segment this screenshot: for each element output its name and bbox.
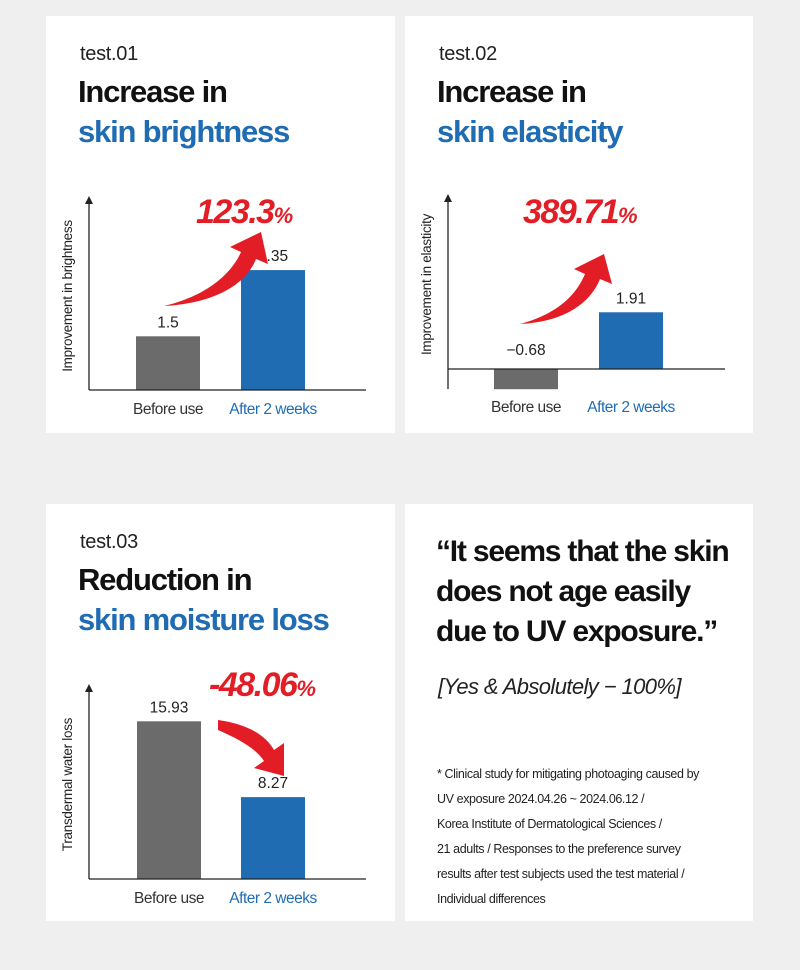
testimonial-quote: “It seems that the skin does not age eas… [436, 532, 746, 652]
bar [137, 721, 201, 879]
decrease-arrow-icon [218, 720, 284, 776]
card-title-line2: skin moisture loss [78, 602, 330, 637]
bar-value-label: 1.5 [157, 314, 179, 331]
bar [136, 336, 200, 390]
quote-line: “It seems that the skin [436, 535, 730, 568]
quote-line: does not age easily [436, 575, 691, 608]
test-02-card: test.02 Increase in skin elasticity Impr… [405, 16, 753, 433]
footnote-line: UV exposure 2024.04.26 ~ 2024.06.12 / [437, 792, 645, 806]
bar-value-label: 15.93 [150, 699, 189, 716]
card-title-line2: skin elasticity [437, 114, 624, 149]
change-percent: 389.71% [523, 193, 637, 231]
change-percent: 123.3% [196, 193, 293, 231]
increase-arrow-icon [520, 254, 612, 324]
test-tag: test.03 [80, 531, 138, 553]
y-axis-label: Improvement in brightness [60, 220, 75, 372]
footnote-line: * Clinical study for mitigating photoagi… [437, 767, 700, 781]
quote-card: “It seems that the skin does not age eas… [405, 504, 753, 921]
footnote-line: Individual differences [437, 892, 546, 906]
y-axis-arrowhead [444, 194, 452, 202]
y-axis-label: Improvement in elasticity [419, 213, 434, 355]
bar [241, 270, 305, 390]
survey-result: [Yes & Absolutely − 100%] [438, 674, 681, 699]
x-category-label: After 2 weeks [229, 401, 317, 418]
moisture-loss-chart: Transdermal water loss 15.93 Before use 8.2… [60, 666, 366, 907]
bar-value-label: 8.27 [258, 775, 288, 792]
test-01-card: test.01 Increase in skin brightness Impr… [46, 16, 395, 433]
footnote-line: Korea Institute of Dermatological Scienc… [437, 817, 662, 831]
elasticity-chart: Improvement in elasticity −0.68 Before use… [419, 193, 725, 416]
card-title-line1: Increase in [437, 74, 587, 109]
test-tag: test.01 [80, 43, 138, 65]
change-percent: -48.06% [209, 666, 315, 704]
footnote-line: results after test subjects used the tes… [437, 867, 685, 881]
bar [494, 369, 558, 390]
bar-value-label: −0.68 [506, 342, 545, 359]
increase-arrow-icon [164, 232, 268, 306]
footnote-line: 21 adults / Responses to the preference … [437, 842, 681, 856]
study-footnote: * Clinical study for mitigating photoagi… [437, 762, 747, 912]
bar-value-label: 1.91 [616, 290, 646, 307]
quote-line: due to UV exposure.” [436, 615, 718, 648]
x-category-label: Before use [491, 399, 561, 416]
x-category-label: After 2 weeks [229, 890, 317, 907]
x-category-label: Before use [133, 401, 203, 418]
card-title-line1: Reduction in [78, 562, 253, 597]
card-title-line2: skin brightness [78, 114, 290, 149]
y-axis-arrowhead [85, 196, 93, 204]
bar [241, 797, 305, 879]
x-category-label: Before use [134, 890, 204, 907]
test-tag: test.02 [439, 43, 497, 65]
bar [599, 312, 663, 369]
test-03-card: test.03 Reduction in skin moisture loss … [46, 504, 395, 921]
card-title-line1: Increase in [78, 74, 228, 109]
x-category-label: After 2 weeks [587, 399, 675, 416]
y-axis-arrowhead [85, 684, 93, 692]
y-axis-label: Transdermal water loss [60, 717, 75, 851]
